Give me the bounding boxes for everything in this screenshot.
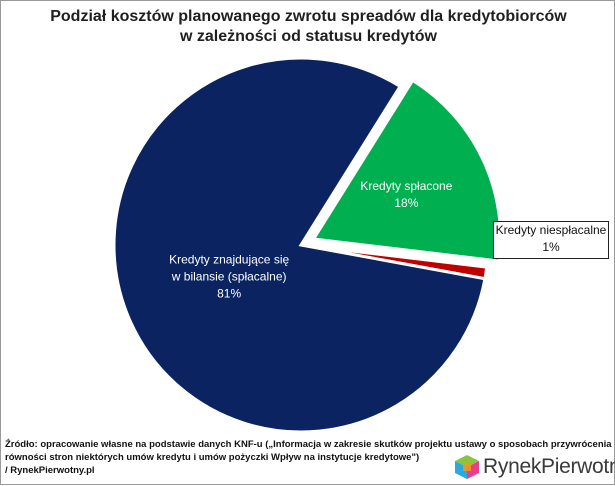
pie-slice-2 [112,56,487,434]
logo-text: RynekPierwotny [483,455,615,478]
callout-label: Kredyty niespłacalne [495,223,607,237]
cube-logo-icon [455,455,479,479]
source-line-1: Źródło: opracowanie własne na podstawie … [5,439,612,450]
chart-title: Podział kosztów planowanego zwrotu sprea… [41,7,576,47]
chart-title-line-1: Podział kosztów planowanego zwrotu sprea… [50,8,567,25]
callout-box-niesplacalne: Kredyty niespłacalne 1% [493,221,609,259]
slice-label-0-1: 18% [394,196,418,210]
slice-label-0-0: Kredyty spłacone [360,179,452,193]
pie-chart: Kredyty spłacone 18% Kredyty znajdujące si… [112,56,503,434]
source-line-3: / RynekPierwotny.pl [5,465,95,476]
slice-label-2-2: 81% [217,287,241,301]
callout-value: 1% [542,240,560,254]
slice-label-2-1: w bilansie (spłacalne) [171,270,287,284]
slice-label-2-0: Kredyty znajdujące się [169,253,289,267]
rynekpierwotny-logo: RynekPierwotny [453,453,615,481]
source-note: Źródło: opracowanie własne na podstawie … [5,438,612,477]
source-line-2: równości stron niektórych umów kredytu i… [5,452,420,463]
chart-title-line-2: w zależności od statusu kredytów [180,28,437,45]
